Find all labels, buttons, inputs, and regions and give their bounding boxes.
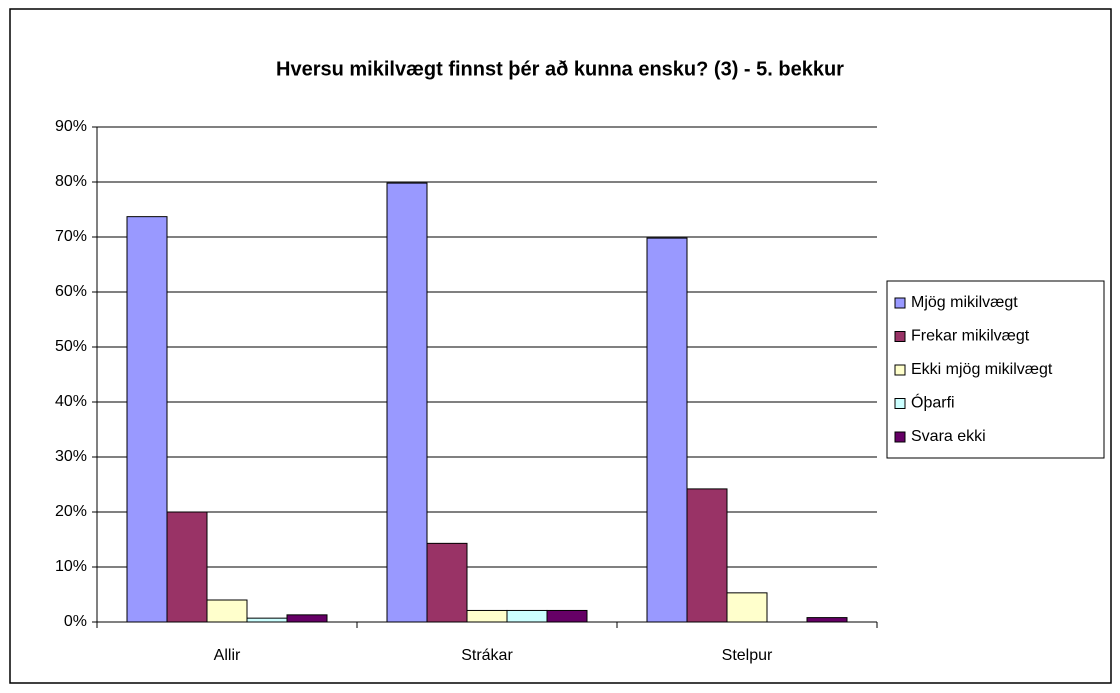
y-tick-label: 20% [55,503,87,520]
y-tick-label: 90% [55,118,87,135]
legend-label: Mjög mikilvægt [911,294,1018,311]
legend-swatch [894,364,906,376]
bar [726,592,768,623]
bar [686,488,728,623]
legend-box [886,280,1105,459]
x-tick-label: Stelpur [722,647,773,664]
bar [806,617,848,623]
bar [506,609,548,623]
chart-title: Hversu mikilvægt finnst þér að kunna ens… [276,58,844,80]
y-tick-label: 40% [55,393,87,410]
legend-swatch [894,398,906,409]
y-tick-label: 30% [55,448,87,465]
y-tick-label: 80% [55,173,87,190]
bar [646,237,688,623]
y-tick-label: 70% [55,228,87,245]
x-tick-label: Strákar [461,647,513,664]
bar [386,182,428,623]
bar [546,609,588,623]
bar [126,216,168,623]
y-tick-label: 50% [55,338,87,355]
legend-label: Ekki mjög mikilvægt [911,361,1053,378]
legend-swatch [894,331,906,342]
bar [206,599,248,623]
bar [426,542,468,623]
bar [166,511,208,623]
bar [286,614,328,623]
legend-label: Frekar mikilvægt [911,328,1030,345]
bar [246,617,288,623]
legend-label: Svara ekki [911,428,986,445]
bar [466,609,508,623]
legend-label: Óþarfi [911,393,955,412]
x-tick-label: Allir [214,647,241,664]
y-tick-label: 0% [64,613,87,630]
y-tick-label: 60% [55,283,87,300]
legend-swatch [894,431,906,443]
legend-swatch [894,297,906,309]
y-tick-label: 10% [55,558,87,575]
